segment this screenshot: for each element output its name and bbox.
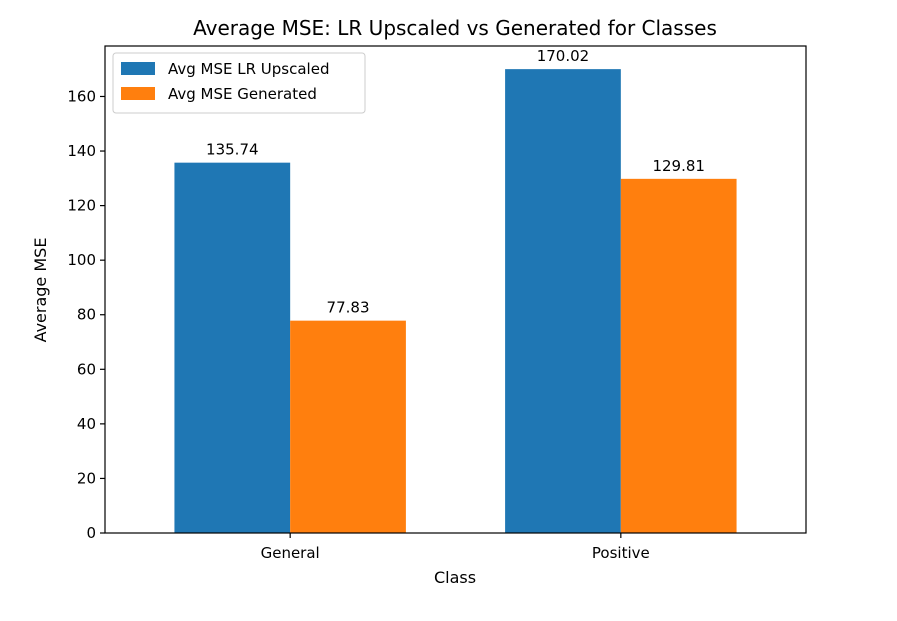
chart-title: Average MSE: LR Upscaled vs Generated fo… xyxy=(193,16,717,40)
y-tick-label: 100 xyxy=(67,251,96,269)
data-labels-group: 135.74 170.02 77.83 129.81 xyxy=(206,47,705,317)
legend-label: Avg MSE LR Upscaled xyxy=(168,60,329,78)
y-axis-label: Average MSE xyxy=(31,238,50,343)
data-label: 77.83 xyxy=(327,299,370,317)
y-tick-label: 40 xyxy=(77,415,96,433)
data-label: 135.74 xyxy=(206,141,259,159)
data-label: 170.02 xyxy=(537,47,590,65)
x-axis-label: Class xyxy=(434,568,476,587)
y-tick-label: 140 xyxy=(67,142,96,160)
bars-group xyxy=(174,69,737,533)
y-tick-label: 60 xyxy=(77,360,96,378)
y-tick-label: 120 xyxy=(67,197,96,215)
legend-box xyxy=(112,52,366,114)
x-axis-ticks: General Positive xyxy=(261,533,650,562)
x-tick-label: Positive xyxy=(592,544,650,562)
y-axis-ticks: 0 20 40 60 80 100 120 140 160 xyxy=(67,87,105,542)
plot-frame xyxy=(104,45,807,534)
x-tick-label: General xyxy=(261,544,320,562)
legend: Avg MSE LR Upscaled Avg MSE Generated xyxy=(112,52,366,114)
y-tick-label: 0 xyxy=(86,524,96,542)
bar-positive-series-1 xyxy=(505,69,621,533)
bar-positive-series-2 xyxy=(620,178,737,533)
y-tick-label: 20 xyxy=(77,469,96,487)
y-tick-label: 160 xyxy=(67,87,96,105)
legend-label: Avg MSE Generated xyxy=(168,85,317,103)
bar-general-series-1 xyxy=(174,162,291,533)
bar-general-series-2 xyxy=(290,320,406,533)
legend-swatch xyxy=(121,62,155,75)
legend-swatch xyxy=(121,87,155,100)
y-tick-label: 80 xyxy=(77,306,96,324)
data-label: 129.81 xyxy=(652,157,705,175)
